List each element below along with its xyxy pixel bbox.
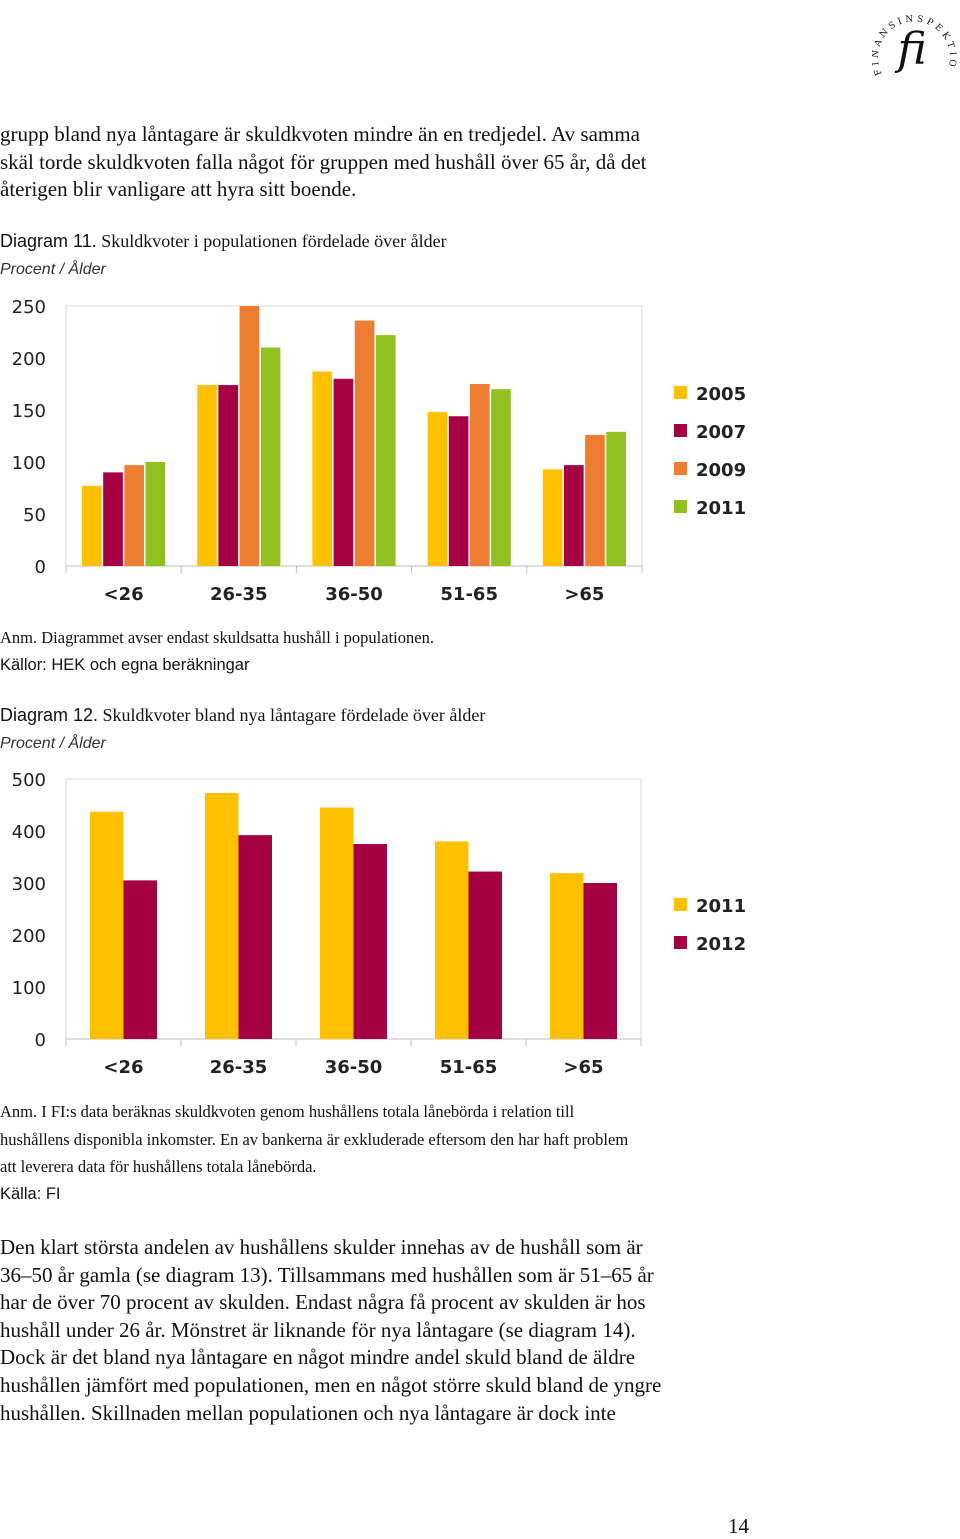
x-tick-label: 51-65 — [440, 1057, 498, 1078]
plot-frame — [65, 305, 643, 566]
x-tick-label: 51-65 — [440, 584, 498, 605]
legend-swatch-2009 — [674, 462, 687, 475]
body-line: har de över 70 procent av skulden. Endas… — [0, 1290, 646, 1315]
y-tick-label: 300 — [12, 874, 46, 895]
body-line: Den klart största andelen av hushållens … — [0, 1235, 643, 1259]
y-tick-label: 500 — [12, 770, 46, 791]
legend-swatch-2007 — [674, 424, 687, 437]
bar-2009-51-65 — [469, 384, 490, 566]
x-tick-label: <26 — [103, 1057, 143, 1078]
intro-line: grupp bland nya låntagare är skuldkvoten… — [0, 122, 640, 146]
bar-2009-<26 — [124, 465, 145, 566]
y-tick-label: 400 — [12, 822, 46, 843]
diagram-12-note-line: hushållens disponibla inkomster. En av b… — [0, 1129, 629, 1149]
y-tick-label: 200 — [12, 926, 46, 947]
diagram-12-note-line: att leverera data för hushållens totala … — [0, 1157, 317, 1177]
bar-2007-51-65 — [448, 416, 469, 566]
body-line: hushåll under 26 år. Mönstret är liknand… — [0, 1317, 636, 1342]
bar-2005-51-65 — [427, 412, 448, 566]
bar-2011-26-35 — [260, 347, 281, 566]
diagram-12-unit: Procent / Ålder — [0, 735, 106, 752]
legend-swatch-2011 — [674, 500, 687, 513]
diagram-11-title-text: Skuldkvoter i populationen fördelade öve… — [96, 231, 447, 251]
diagram-11-source: Källor: HEK och egna beräkningar — [0, 655, 250, 674]
page-number: 14 — [728, 1514, 749, 1538]
legend-label: 2009 — [696, 460, 746, 481]
x-tick-label: <26 — [104, 584, 144, 605]
diagram-12-number: Diagram 12. — [0, 705, 99, 725]
bar-2009-36-50 — [354, 320, 375, 566]
bar-2011-36-50 — [320, 807, 354, 1039]
body-line: hushållen. Skillnaden mellan populatione… — [0, 1400, 616, 1425]
diagram-11-note-block: Anm. Diagrammet avser endast skuldsatta … — [0, 624, 800, 679]
finansinspektionen-logo: FINANSINSPEKTIONEN fi — [872, 2, 954, 77]
y-tick-label: 50 — [23, 505, 46, 526]
bar-2005-<26 — [82, 485, 102, 566]
intro-line: återigen blir vanligare att hyra sitt bo… — [0, 177, 357, 202]
x-tick-label: >65 — [564, 584, 604, 605]
bar-2011-<26 — [90, 811, 124, 1039]
legend-label: 2012 — [696, 934, 746, 955]
y-tick-label: 100 — [12, 978, 46, 999]
legend-label: 2011 — [696, 498, 746, 519]
bar-2011->65 — [606, 431, 626, 566]
y-tick-label: 150 — [12, 401, 46, 422]
y-tick-label: 200 — [12, 349, 46, 370]
y-tick-label: 0 — [35, 1030, 46, 1051]
bar-2009->65 — [585, 434, 605, 566]
bar-2011-51-65 — [491, 389, 511, 566]
diagram-11-chart: 0 50 100 150 200 250 <26 26-35 36-50 51-65 >65 2005… — [12, 297, 746, 605]
bar-2011-26-35 — [205, 793, 239, 1039]
bar-2005->65 — [542, 469, 563, 566]
diagram-12-note-block: Anm. I FI:s data beräknas skuldkvoten ge… — [0, 1098, 800, 1208]
body-line: hushållen jämfört med populationen, men … — [0, 1372, 662, 1397]
y-tick-label: 100 — [12, 453, 46, 474]
x-tick-label: 26-35 — [210, 584, 268, 605]
bar-2012-26-35 — [238, 835, 272, 1039]
body-line: Dock är det bland nya låntagare en något… — [0, 1345, 636, 1370]
bar-2007-<26 — [103, 472, 123, 566]
bar-2011-<26 — [145, 462, 166, 566]
legend-label: 2011 — [696, 896, 746, 917]
bar-2007->65 — [563, 465, 584, 566]
bar-2005-36-50 — [312, 371, 333, 566]
bar-2012-36-50 — [353, 844, 387, 1039]
diagram-12-title: Diagram 12. Skuldkvoter bland nya låntag… — [0, 705, 485, 726]
diagram-12-source: Källa: FI — [0, 1184, 61, 1203]
logo-mark: fi — [894, 24, 926, 75]
bar-2012-51-65 — [468, 871, 502, 1039]
body-paragraph: Den klart största andelen av hushållens … — [0, 1234, 760, 1427]
bar-2012->65 — [583, 883, 617, 1039]
legend-label: 2005 — [696, 384, 746, 405]
bar-2009-26-35 — [239, 306, 260, 566]
y-tick-label: 250 — [12, 297, 46, 318]
bar-2011->65 — [550, 873, 584, 1039]
bar-2005-26-35 — [197, 385, 217, 566]
x-tick-label: 36-50 — [325, 1057, 383, 1078]
diagram-12-title-text: Skuldkvoter bland nya låntagare fördelad… — [98, 705, 486, 725]
plot-frame — [65, 778, 642, 1039]
bar-2007-26-35 — [218, 385, 239, 566]
y-tick-label: 0 — [35, 557, 46, 578]
x-tick-label: >65 — [563, 1057, 603, 1078]
x-tick-label: 36-50 — [325, 584, 383, 605]
diagram-12-chart: 0 100 200 300 400 500 <26 26-35 36-50 51-65 >65 201… — [12, 770, 746, 1078]
legend-label: 2007 — [696, 422, 746, 443]
diagram-11-number: Diagram 11. — [0, 231, 97, 251]
bar-2007-36-50 — [333, 378, 354, 566]
diagram-11-unit: Procent / Ålder — [0, 261, 106, 278]
x-tick-label: 26-35 — [210, 1057, 268, 1078]
diagram-12-note-line: Anm. I FI:s data beräknas skuldkvoten ge… — [0, 1102, 575, 1121]
legend-swatch-2011 — [674, 898, 687, 911]
diagram-11-title: Diagram 11. Skuldkvoter i populationen f… — [0, 231, 447, 252]
intro-paragraph: grupp bland nya låntagare är skuldkvoten… — [0, 121, 760, 204]
intro-line: skäl torde skuldkvoten falla något för g… — [0, 149, 647, 174]
legend-swatch-2005 — [674, 386, 687, 399]
legend-swatch-2012 — [674, 936, 687, 949]
diagram-11-note: Anm. Diagrammet avser endast skuldsatta … — [0, 628, 434, 647]
bar-2011-51-65 — [435, 841, 469, 1039]
bar-2012-<26 — [123, 880, 157, 1039]
bar-2011-36-50 — [375, 335, 396, 566]
body-line: 36–50 år gamla (se diagram 13). Tillsamm… — [0, 1262, 654, 1287]
